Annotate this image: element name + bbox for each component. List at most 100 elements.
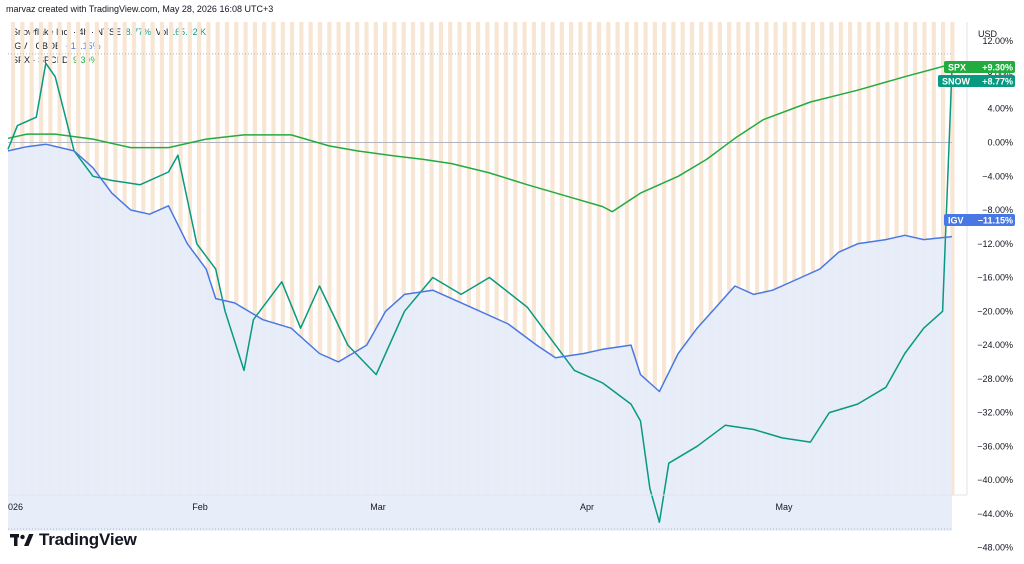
session-stripe bbox=[308, 22, 313, 495]
y-axis-ticks: 12.00% 8.00% 4.00% 0.00% −4.00% −8.00% −12.00%… bbox=[977, 36, 1013, 552]
session-stripe bbox=[485, 22, 490, 495]
y-tick-label: −20.00% bbox=[977, 306, 1013, 316]
session-stripe bbox=[383, 22, 388, 495]
tag-symbol: SNOW bbox=[942, 77, 971, 87]
series-line-spx bbox=[7, 63, 953, 213]
igv-area-fill bbox=[8, 144, 952, 531]
session-stripe bbox=[169, 22, 174, 495]
session-stripe bbox=[792, 22, 797, 495]
x-tick-label: Mar bbox=[370, 502, 386, 512]
legend-main-name: Snowflake Inc. · 4h · NYSE bbox=[12, 27, 122, 37]
tag-background bbox=[938, 75, 1015, 87]
session-stripe bbox=[336, 22, 341, 495]
session-stripe bbox=[131, 22, 137, 495]
session-stripe bbox=[410, 22, 416, 495]
session-stripe bbox=[113, 22, 118, 495]
y-tick-label: −40.00% bbox=[977, 475, 1013, 485]
session-stripe bbox=[782, 22, 788, 495]
tag-background bbox=[944, 61, 1015, 73]
session-stripe bbox=[66, 22, 71, 495]
session-stripe bbox=[596, 22, 602, 495]
session-stripe bbox=[494, 22, 499, 495]
session-stripe bbox=[122, 22, 127, 495]
session-stripe bbox=[280, 22, 285, 495]
y-tick-label: −24.00% bbox=[977, 340, 1013, 350]
session-stripe bbox=[773, 22, 778, 495]
session-stripe bbox=[38, 22, 44, 495]
y-tick-label: −48.00% bbox=[977, 543, 1013, 553]
session-stripe bbox=[634, 22, 639, 495]
session-stripe bbox=[652, 22, 657, 495]
session-stripe bbox=[755, 22, 760, 495]
session-stripe bbox=[764, 22, 769, 495]
y-tick-label: 4.00% bbox=[987, 104, 1013, 114]
axes bbox=[8, 22, 968, 496]
y-tick-label: −28.00% bbox=[977, 374, 1013, 384]
session-stripe bbox=[448, 22, 453, 495]
session-stripe bbox=[922, 22, 927, 495]
session-stripe bbox=[299, 22, 304, 495]
legend-igv-change: −11.15% bbox=[65, 41, 101, 51]
session-stripe bbox=[197, 22, 202, 495]
session-stripe bbox=[801, 22, 806, 495]
tag-value: +8.77% bbox=[982, 77, 1013, 87]
tag-symbol: IGV bbox=[948, 216, 964, 226]
session-stripe bbox=[662, 22, 667, 495]
legend-main: Snowflake Inc. · 4h · NYSE 8.77% Vol 165.… bbox=[12, 27, 208, 37]
session-stripe bbox=[903, 22, 908, 495]
y-tick-label: −8.00% bbox=[982, 205, 1013, 215]
x-tick-label: Apr bbox=[580, 502, 594, 512]
y-tick-label: 0.00% bbox=[987, 138, 1013, 148]
y-tick-label: −32.00% bbox=[977, 408, 1013, 418]
session-stripe bbox=[159, 22, 164, 495]
session-stripe bbox=[559, 22, 564, 495]
session-stripe bbox=[531, 22, 536, 495]
session-stripe bbox=[94, 22, 99, 495]
tradingview-logo-icon bbox=[10, 534, 34, 546]
x-tick-label: Feb bbox=[192, 502, 208, 512]
session-stripe bbox=[829, 22, 834, 495]
session-stripe bbox=[20, 22, 25, 495]
session-stripe bbox=[820, 22, 825, 495]
y-tick-label: 8.00% bbox=[987, 70, 1013, 80]
y-tick-label: 12.00% bbox=[982, 36, 1013, 46]
session-stripe bbox=[941, 22, 946, 495]
session-stripe bbox=[243, 22, 248, 495]
last-value-tags: SPX +9.30% SNOW +8.77% IGV −11.15% bbox=[938, 61, 1015, 226]
session-stripe bbox=[271, 22, 276, 495]
y-tick-label: −12.00% bbox=[977, 239, 1013, 249]
series-line-snow bbox=[7, 62, 953, 524]
session-stripe bbox=[550, 22, 555, 495]
session-stripe bbox=[466, 22, 471, 495]
session-stripe bbox=[178, 22, 183, 495]
session-stripe bbox=[392, 22, 397, 495]
session-stripe bbox=[252, 22, 257, 495]
session-stripe bbox=[541, 22, 546, 495]
session-stripe bbox=[857, 22, 862, 495]
x-tick-label: 026 bbox=[8, 502, 23, 512]
last-value-tag-snow: SNOW +8.77% bbox=[938, 75, 1015, 87]
tradingview-wordmark: TradingView bbox=[39, 530, 137, 549]
session-stripe bbox=[569, 22, 574, 495]
y-tick-label: −4.00% bbox=[982, 171, 1013, 181]
session-stripe bbox=[885, 22, 890, 495]
legend-spx-change: 9.30% bbox=[73, 55, 99, 65]
session-stripe bbox=[104, 22, 109, 495]
legend-igv: IGV · CBOE −11.15% bbox=[12, 41, 103, 51]
tradingview-logo[interactable]: TradingView bbox=[10, 530, 137, 550]
session-stripe bbox=[503, 22, 509, 495]
session-stripe bbox=[215, 22, 220, 495]
session-stripe bbox=[206, 22, 211, 495]
last-value-tag-igv: IGV −11.15% bbox=[944, 214, 1015, 226]
session-stripe bbox=[234, 22, 239, 495]
session-stripe bbox=[364, 22, 369, 495]
session-stripe bbox=[931, 22, 936, 495]
session-stripe bbox=[476, 22, 481, 495]
x-axis-ticks: 026 Feb Mar Apr May bbox=[8, 502, 793, 512]
session-stripe bbox=[457, 22, 462, 495]
session-stripe bbox=[262, 22, 267, 495]
legend-spx: SPX · SPCFD 9.30% bbox=[12, 55, 101, 65]
session-stripe bbox=[141, 22, 146, 495]
